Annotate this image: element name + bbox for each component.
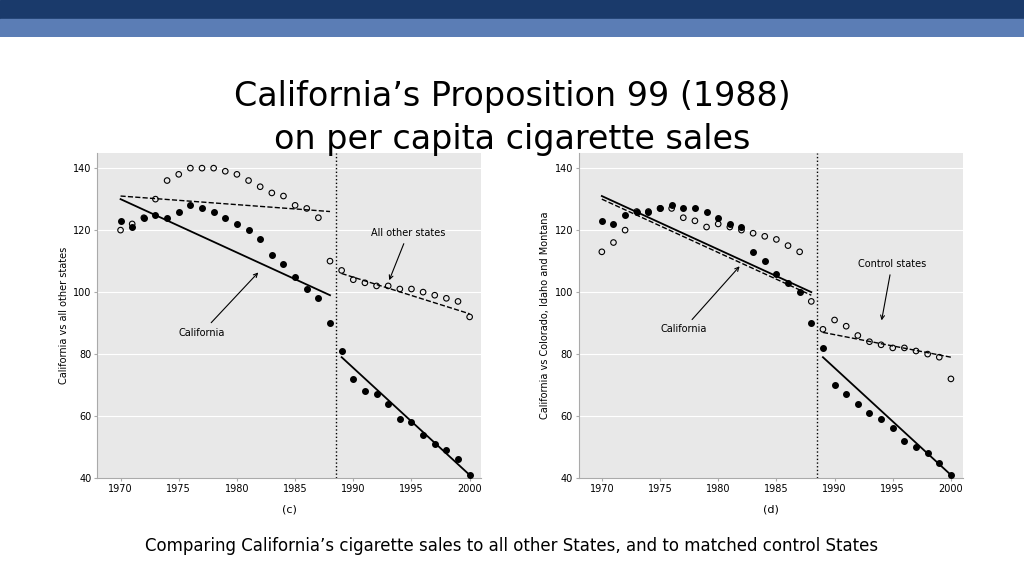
- Point: [768, 235, 784, 244]
- Point: [322, 256, 338, 266]
- X-axis label: (c): (c): [282, 505, 297, 515]
- Point: [594, 247, 610, 256]
- Point: [275, 260, 292, 269]
- Point: [815, 343, 831, 353]
- Point: [943, 471, 959, 480]
- Point: [438, 294, 455, 303]
- Point: [345, 374, 361, 384]
- Point: [616, 226, 633, 235]
- Point: [462, 312, 478, 321]
- Point: [640, 207, 656, 216]
- Point: [241, 176, 257, 185]
- Text: California: California: [660, 267, 738, 335]
- Point: [194, 204, 210, 213]
- Point: [768, 269, 784, 278]
- Point: [896, 436, 912, 445]
- Point: [159, 213, 175, 222]
- Point: [462, 471, 478, 480]
- Point: [356, 386, 373, 396]
- Point: [113, 216, 129, 225]
- Bar: [0, 0, 1024, 19]
- Point: [780, 241, 797, 250]
- Point: [664, 204, 680, 213]
- Point: [710, 213, 726, 222]
- Point: [299, 285, 315, 294]
- Point: [415, 430, 431, 439]
- Point: [826, 381, 843, 390]
- Point: [826, 316, 843, 325]
- Point: [427, 439, 443, 449]
- Point: [908, 346, 925, 355]
- Point: [780, 278, 797, 287]
- Point: [228, 219, 245, 229]
- Point: [896, 343, 912, 353]
- Text: California’s Proposition 99 (1988)
on per capita cigarette sales: California’s Proposition 99 (1988) on pe…: [233, 80, 791, 156]
- Point: [815, 325, 831, 334]
- Point: [369, 390, 385, 399]
- Point: [241, 226, 257, 235]
- Point: [182, 164, 199, 173]
- Point: [299, 204, 315, 213]
- Point: [803, 297, 819, 306]
- Point: [908, 442, 925, 452]
- Point: [147, 195, 164, 204]
- Point: [263, 188, 280, 198]
- Point: [275, 191, 292, 200]
- Point: [687, 216, 703, 225]
- Point: [194, 164, 210, 173]
- Point: [605, 219, 622, 229]
- Point: [334, 266, 350, 275]
- Text: All other states: All other states: [371, 228, 445, 279]
- Point: [594, 216, 610, 225]
- Point: [206, 164, 222, 173]
- Point: [391, 415, 408, 424]
- Point: [217, 166, 233, 176]
- Bar: [0, 19, 1024, 37]
- Point: [427, 291, 443, 300]
- Point: [710, 219, 726, 229]
- Point: [744, 229, 761, 238]
- Point: [171, 170, 187, 179]
- Point: [135, 213, 152, 222]
- Point: [287, 200, 303, 210]
- Point: [640, 207, 656, 216]
- Point: [217, 213, 233, 222]
- Point: [182, 200, 199, 210]
- Point: [931, 353, 947, 362]
- Text: Control states: Control states: [858, 259, 926, 319]
- Point: [872, 340, 889, 350]
- Point: [124, 222, 140, 232]
- Point: [369, 281, 385, 290]
- Point: [124, 219, 140, 229]
- Point: [872, 415, 889, 424]
- Point: [228, 170, 245, 179]
- Point: [838, 390, 854, 399]
- Point: [850, 399, 866, 408]
- Point: [861, 337, 878, 346]
- Point: [310, 294, 327, 303]
- Point: [733, 222, 750, 232]
- Text: California: California: [179, 274, 257, 338]
- Point: [206, 207, 222, 216]
- Point: [838, 321, 854, 331]
- Point: [652, 204, 669, 213]
- Point: [403, 285, 420, 294]
- Point: [310, 213, 327, 222]
- Point: [698, 207, 715, 216]
- X-axis label: (d): (d): [763, 505, 778, 515]
- Point: [757, 232, 773, 241]
- Point: [415, 287, 431, 297]
- Point: [135, 213, 152, 222]
- Point: [861, 408, 878, 418]
- Point: [920, 449, 936, 458]
- Point: [380, 281, 396, 290]
- Point: [147, 210, 164, 219]
- Point: [698, 222, 715, 232]
- Point: [252, 235, 268, 244]
- Point: [334, 346, 350, 355]
- Point: [171, 207, 187, 216]
- Point: [380, 399, 396, 408]
- Point: [450, 455, 466, 464]
- Point: [664, 200, 680, 210]
- Point: [450, 297, 466, 306]
